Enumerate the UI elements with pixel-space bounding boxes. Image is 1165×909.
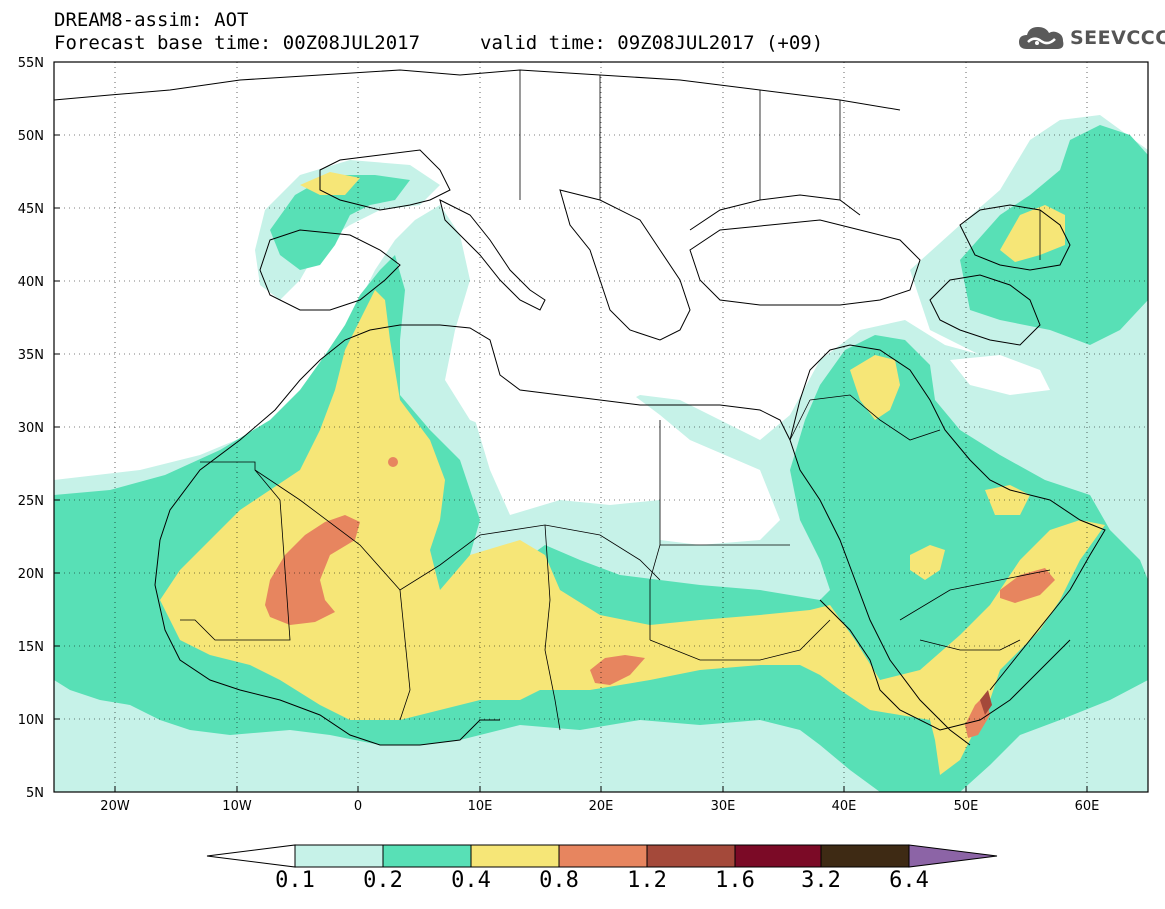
lat-tick-label: 30N [18,421,44,436]
colorbar-label: 6.4 [889,868,929,893]
lat-tick-label: 35N [18,348,44,363]
colorbar-low-arrow [206,844,296,868]
lat-tick-label: 10N [18,713,44,728]
colorbar-swatch [558,844,648,868]
colorbar-label: 0.1 [275,868,315,893]
colorbar-label: 0.2 [363,868,403,893]
tick-marks [54,134,1088,792]
borders [180,70,1051,731]
colorbar-high-arrow [908,844,998,868]
aot-level-0-4 [160,172,1105,775]
coastlines [54,69,1106,746]
lat-tick-label: 15N [18,640,44,655]
lat-tick-label: 45N [18,202,44,217]
aot-field [54,62,1148,792]
lat-tick-label: 50N [18,129,44,144]
aot-level-0-8 [265,457,1055,738]
colorbar-label: 3.2 [801,868,841,893]
colorbar-label: 1.2 [627,868,667,893]
colorbar-swatch [470,844,560,868]
colorbar-swatch [294,844,384,868]
valid-time: valid time: 09Z08JUL2017 (+09) [480,32,824,54]
colorbar-label: 0.4 [451,868,491,893]
colorbar-swatch [820,844,910,868]
lon-tick-label: 40E [832,799,857,814]
lat-tick-label: 20N [18,567,44,582]
lon-tick-label: 30E [711,799,736,814]
lon-tick-labels: 20W 10W 0 10E 20E 30E 40E 50E 60E [100,799,1099,814]
lat-tick-labels: 55N 50N 45N 40N 35N 30N 25N 20N 15N 10N … [18,56,44,801]
colorbar-swatch [734,844,822,868]
forecast-base-time: Forecast base time: 00Z08JUL2017 [54,32,421,54]
lon-tick-label: 0 [354,799,362,814]
colorbar-label: 0.8 [539,868,579,893]
colorbar [206,844,998,868]
colorbar-label: 1.6 [715,868,755,893]
colorbar-swatch [382,844,472,868]
graticule [54,62,1148,792]
lat-tick-label: 25N [18,494,44,509]
lon-tick-label: 20W [100,799,130,814]
lat-tick-label: 5N [26,786,44,801]
lat-tick-label: 40N [18,275,44,290]
lon-tick-label: 10W [222,799,252,814]
seevccc-logo: SEEVCCC [1017,20,1165,56]
logo-text: SEEVCCC [1070,27,1165,49]
lon-tick-label: 60E [1075,799,1100,814]
colorbar-swatch [646,844,736,868]
lon-tick-label: 20E [589,799,614,814]
map-title: DREAM8-assim: AOT [54,9,249,31]
aot-level-1-2 [980,690,992,715]
lat-tick-label: 55N [18,56,44,71]
lon-tick-label: 10E [468,799,493,814]
lon-tick-label: 50E [954,799,979,814]
cloud-icon [1019,27,1064,49]
